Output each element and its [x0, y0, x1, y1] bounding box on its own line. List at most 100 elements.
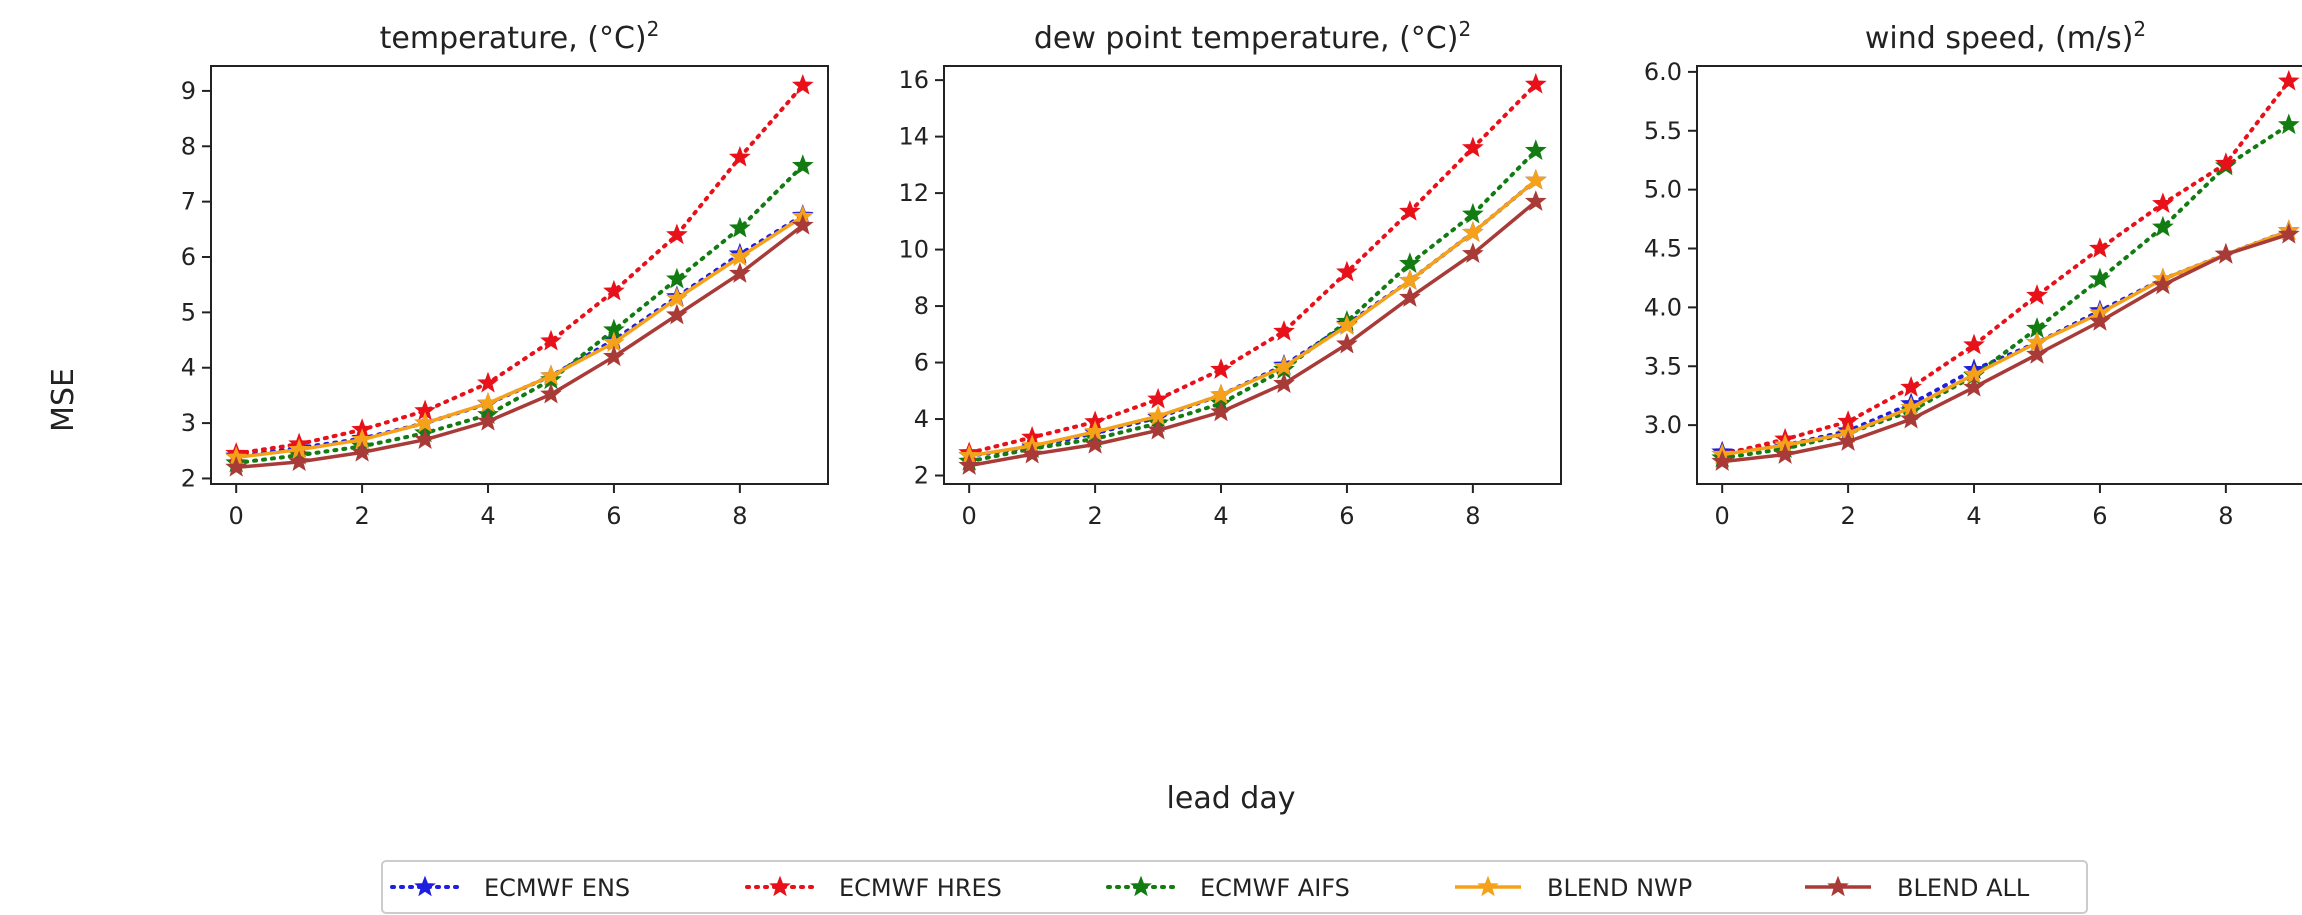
y-tick-label-1-2: 4	[181, 354, 196, 382]
point-blend-all-1-9	[791, 213, 814, 235]
panel-title-exponent-1: 2	[647, 17, 660, 41]
point-ecmwf-hres-1-7	[666, 223, 688, 245]
point-ecmwf-hres-3-8	[2214, 152, 2237, 173]
point-blend-nwp-2-6	[1336, 314, 1358, 336]
point-blend-all-2-9	[1524, 190, 1547, 211]
point-blend-nwp-2-5	[1273, 355, 1295, 377]
series-line-blend-all-3	[1722, 232, 2290, 464]
legend-label-ecmwf-hres: ECMWF HRES	[839, 874, 1002, 902]
point-blend-all-3-1	[1774, 443, 1797, 464]
point-ecmwf-aifs-1-9	[791, 154, 814, 175]
point-blend-all-2-2	[1084, 433, 1106, 454]
point-ecmwf-aifs-3-7	[2152, 215, 2174, 237]
legend-marker-blend-nwp	[1477, 875, 1499, 897]
point-ecmwf-aifs-3-9	[2277, 113, 2300, 135]
y-tick-label-2-0: 2	[914, 462, 929, 490]
point-blend-all-2-0	[958, 454, 981, 475]
y-tick-label-1-3: 5	[181, 298, 196, 326]
point-blend-nwp-2-8	[1461, 221, 1484, 242]
series-line-blend-nwp-3	[1721, 229, 2290, 457]
series-line-ecmwf-aifs-2	[967, 148, 1538, 464]
point-blend-all-3-7	[2152, 273, 2174, 295]
point-ecmwf-aifs-2-8	[1461, 202, 1484, 224]
panel-title-1: temperature, (°C)2	[380, 17, 660, 56]
x-tick-label-1-2: 4	[480, 502, 495, 530]
figure-ylabel: MSE	[46, 368, 81, 432]
point-blend-all-1-7	[666, 303, 688, 325]
legend-marker-blend-all	[1827, 875, 1849, 897]
point-blend-nwp-1-7	[666, 287, 688, 308]
y-tick-label-3-0: 3.0	[1644, 411, 1682, 439]
point-ecmwf-hres-2-5	[1273, 320, 1295, 341]
series-line-ecmwf-ens-1	[234, 213, 805, 459]
y-tick-label-3-5: 5.5	[1644, 117, 1682, 145]
series-line-ecmwf-hres-3	[1720, 79, 2291, 457]
y-tick-label-1-7: 9	[181, 77, 196, 105]
point-blend-all-3-2	[1837, 430, 1859, 451]
point-blend-all-2-3	[1147, 418, 1169, 440]
series-group-3	[1711, 69, 2300, 471]
series-line-ecmwf-aifs-3	[1720, 122, 2291, 461]
plot-frame-2	[943, 65, 1562, 485]
y-tick-label-2-5: 12	[898, 179, 929, 207]
point-ecmwf-hres-3-5	[2026, 284, 2048, 305]
y-tick-label-3-6: 6.0	[1644, 58, 1682, 86]
y-tick-label-3-3: 4.5	[1644, 235, 1682, 263]
legend: ECMWF ENS ECMWF HRES ECMWF AIFS BLEND NWP BL…	[381, 860, 2088, 914]
x-tick-label-2-0: 0	[962, 502, 977, 530]
series-group-1	[225, 73, 814, 477]
legend-frame	[381, 860, 2088, 914]
point-blend-nwp-1-3	[414, 411, 436, 433]
series-line-ecmwf-hres-1	[234, 83, 805, 456]
point-ecmwf-hres-2-9	[1524, 72, 1547, 94]
legend-label-ecmwf-aifs: ECMWF AIFS	[1200, 874, 1350, 902]
point-blend-all-2-8	[1461, 242, 1484, 264]
point-ecmwf-hres-2-8	[1461, 136, 1484, 158]
point-blend-nwp-2-4	[1210, 383, 1232, 405]
point-blend-nwp-1-4	[477, 391, 499, 413]
y-tick-label-1-1: 3	[181, 409, 196, 437]
legend-label-blend-nwp: BLEND NWP	[1547, 874, 1692, 902]
point-blend-all-2-5	[1273, 372, 1295, 393]
x-tick-label-2-2: 4	[1213, 502, 1228, 530]
point-blend-all-1-8	[728, 262, 751, 283]
point-blend-nwp-2-9	[1524, 168, 1547, 190]
point-ecmwf-hres-1-8	[728, 145, 751, 167]
point-blend-all-1-1	[288, 450, 311, 472]
panel-title-3: wind speed, (m/s)2	[1865, 17, 2146, 56]
x-tick-label-1-0: 0	[229, 502, 244, 530]
series-line-blend-nwp-2	[968, 179, 1537, 458]
point-ecmwf-aifs-1-8	[728, 216, 751, 238]
x-tick-label-2-3: 6	[1339, 502, 1354, 530]
plot-frame-1	[210, 65, 829, 485]
point-ecmwf-hres-3-4	[1963, 333, 1985, 355]
point-blend-all-1-4	[477, 409, 499, 431]
chart-panel-2: dew point temperature, (°C)2246810121416…	[898, 17, 1562, 530]
y-tick-label-1-4: 6	[181, 243, 196, 271]
point-ecmwf-hres-2-3	[1147, 387, 1169, 409]
y-tick-label-2-4: 10	[898, 236, 929, 264]
series-line-ecmwf-aifs-1	[234, 163, 805, 465]
point-blend-all-2-6	[1336, 332, 1358, 354]
x-tick-label-3-0: 0	[1715, 502, 1730, 530]
point-ecmwf-hres-1-4	[477, 371, 499, 393]
legend-marker-ecmwf-ens	[414, 875, 436, 897]
series-line-blend-all-1	[236, 224, 804, 470]
point-blend-all-3-3	[1900, 407, 1922, 429]
y-tick-label-3-1: 3.5	[1644, 352, 1682, 380]
y-tick-label-2-1: 4	[914, 405, 929, 433]
point-ecmwf-hres-2-4	[1210, 358, 1232, 379]
point-blend-all-3-8	[2214, 242, 2237, 264]
y-tick-label-2-6: 14	[898, 123, 929, 151]
y-tick-label-2-2: 6	[914, 349, 929, 377]
point-ecmwf-hres-3-3	[1900, 375, 1922, 397]
point-blend-all-3-4	[1963, 375, 1985, 397]
y-tick-label-1-0: 2	[181, 464, 196, 492]
series-line-ecmwf-ens-2	[967, 178, 1538, 458]
y-tick-label-3-2: 4.0	[1644, 293, 1682, 321]
point-blend-all-1-6	[603, 345, 625, 366]
series-group-2	[958, 72, 1547, 475]
point-blend-all-1-2	[351, 440, 373, 462]
point-blend-all-1-0	[225, 455, 248, 477]
point-ecmwf-hres-3-7	[2152, 192, 2174, 214]
